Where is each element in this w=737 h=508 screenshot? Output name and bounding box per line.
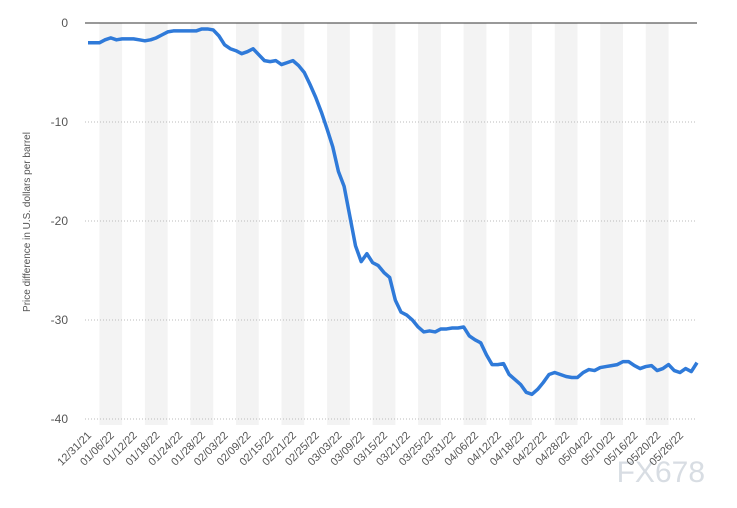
y-tick-label: -10 bbox=[51, 115, 69, 129]
background-band bbox=[281, 23, 305, 425]
background-band bbox=[144, 23, 168, 425]
data-line bbox=[88, 27, 699, 397]
background-band bbox=[463, 23, 487, 425]
background-band bbox=[327, 23, 350, 425]
y-tick-label: 0 bbox=[61, 16, 68, 30]
background-band bbox=[190, 23, 214, 425]
background-band bbox=[99, 23, 123, 425]
y-tick-label: -40 bbox=[51, 412, 69, 426]
watermark: FX678 bbox=[617, 456, 705, 489]
y-tick-label: -30 bbox=[51, 313, 69, 327]
y-tick-label: -20 bbox=[51, 214, 69, 228]
background-band bbox=[372, 23, 396, 425]
background-band bbox=[235, 23, 259, 425]
background-band bbox=[645, 23, 669, 425]
background-band bbox=[554, 23, 578, 425]
background-band bbox=[418, 23, 441, 425]
y-axis-label: Price difference in U.S. dollars per bar… bbox=[22, 132, 33, 312]
background-band bbox=[600, 23, 624, 425]
background-band bbox=[509, 23, 532, 425]
